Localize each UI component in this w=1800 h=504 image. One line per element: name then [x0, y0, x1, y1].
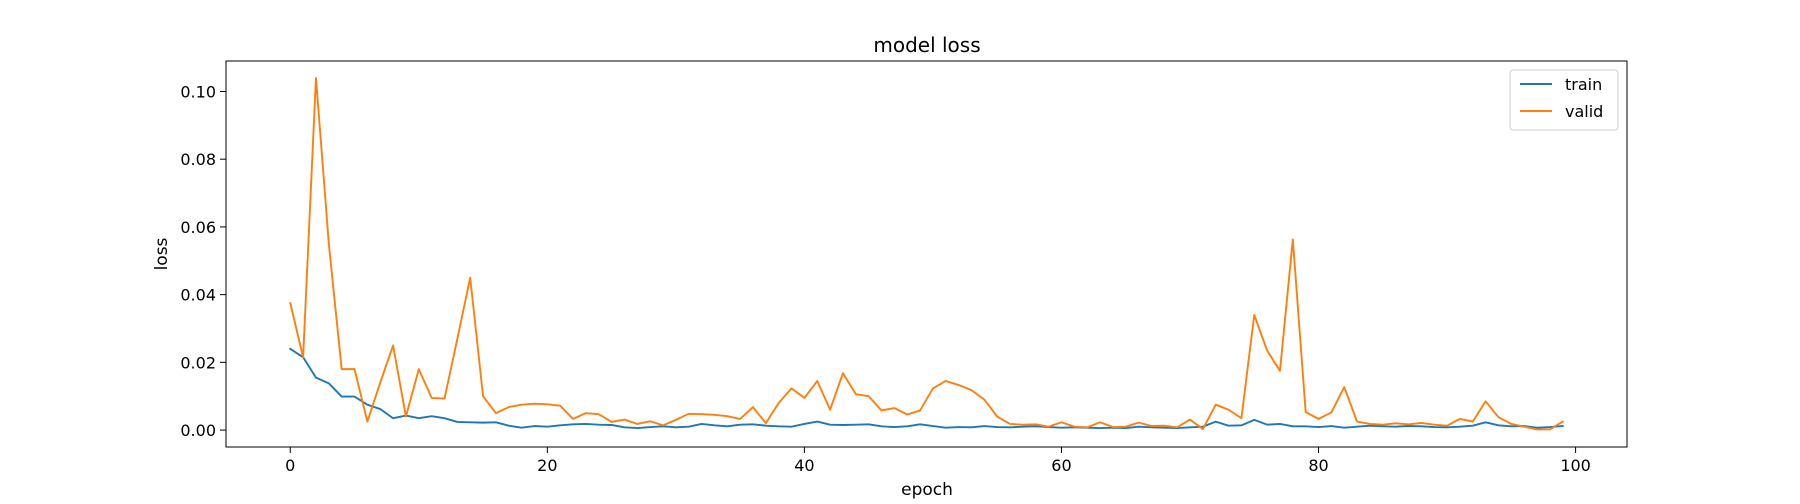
- y-axis-label: loss: [152, 237, 172, 270]
- x-tick-label: 60: [1051, 456, 1071, 475]
- x-tick-label: 40: [794, 456, 814, 475]
- plot-area-frame: [225, 60, 1628, 448]
- y-axis-ticks: 0.00 0.02 0.04 0.06 0.08 0.10: [180, 82, 226, 440]
- series-line-train: [288, 347, 1564, 429]
- legend-label-valid: valid: [1565, 102, 1603, 121]
- series-layer: [288, 76, 1565, 431]
- y-tick-label: 0.02: [180, 353, 216, 372]
- y-tick-label: 0.00: [180, 421, 216, 440]
- y-tick-label: 0.04: [180, 286, 216, 305]
- legend-label-train: train: [1565, 75, 1602, 94]
- x-axis-label: epoch: [901, 480, 953, 500]
- y-tick-label: 0.08: [180, 150, 216, 169]
- legend-box: [1509, 69, 1619, 131]
- x-tick-label: 80: [1308, 456, 1328, 475]
- x-axis-ticks: 0 20 40 60 80 100: [285, 447, 1591, 475]
- y-tick-label: 0.10: [180, 82, 216, 101]
- series-line-valid: [289, 76, 1565, 431]
- chart-title: model loss: [873, 33, 980, 57]
- x-tick-label: 100: [1560, 456, 1591, 475]
- x-tick-label: 0: [285, 456, 295, 475]
- legend: train valid: [1509, 69, 1619, 131]
- x-tick-label: 20: [537, 456, 557, 475]
- y-tick-label: 0.06: [180, 218, 216, 237]
